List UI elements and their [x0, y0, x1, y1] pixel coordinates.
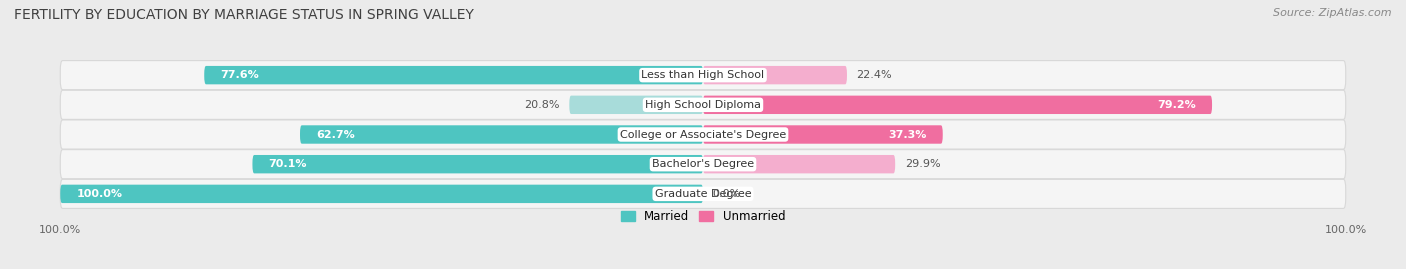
Text: 0.0%: 0.0% [713, 189, 741, 199]
FancyBboxPatch shape [253, 155, 703, 174]
FancyBboxPatch shape [703, 125, 943, 144]
FancyBboxPatch shape [60, 185, 703, 203]
Text: Source: ZipAtlas.com: Source: ZipAtlas.com [1274, 8, 1392, 18]
Text: Bachelor's Degree: Bachelor's Degree [652, 159, 754, 169]
FancyBboxPatch shape [703, 66, 846, 84]
Text: High School Diploma: High School Diploma [645, 100, 761, 110]
FancyBboxPatch shape [569, 95, 703, 114]
Text: 22.4%: 22.4% [856, 70, 893, 80]
Text: 100.0%: 100.0% [76, 189, 122, 199]
Text: College or Associate's Degree: College or Associate's Degree [620, 129, 786, 140]
FancyBboxPatch shape [60, 179, 1346, 208]
FancyBboxPatch shape [204, 66, 703, 84]
Text: Graduate Degree: Graduate Degree [655, 189, 751, 199]
FancyBboxPatch shape [60, 120, 1346, 149]
Text: 62.7%: 62.7% [316, 129, 354, 140]
FancyBboxPatch shape [299, 125, 703, 144]
Text: 37.3%: 37.3% [889, 129, 927, 140]
Text: 79.2%: 79.2% [1157, 100, 1197, 110]
Text: 29.9%: 29.9% [905, 159, 941, 169]
FancyBboxPatch shape [703, 155, 896, 174]
FancyBboxPatch shape [60, 150, 1346, 179]
Text: 70.1%: 70.1% [269, 159, 307, 169]
Text: FERTILITY BY EDUCATION BY MARRIAGE STATUS IN SPRING VALLEY: FERTILITY BY EDUCATION BY MARRIAGE STATU… [14, 8, 474, 22]
FancyBboxPatch shape [60, 90, 1346, 119]
Legend: Married, Unmarried: Married, Unmarried [620, 210, 786, 223]
Text: 20.8%: 20.8% [524, 100, 560, 110]
FancyBboxPatch shape [60, 61, 1346, 90]
Text: 77.6%: 77.6% [221, 70, 259, 80]
Text: Less than High School: Less than High School [641, 70, 765, 80]
FancyBboxPatch shape [703, 95, 1212, 114]
